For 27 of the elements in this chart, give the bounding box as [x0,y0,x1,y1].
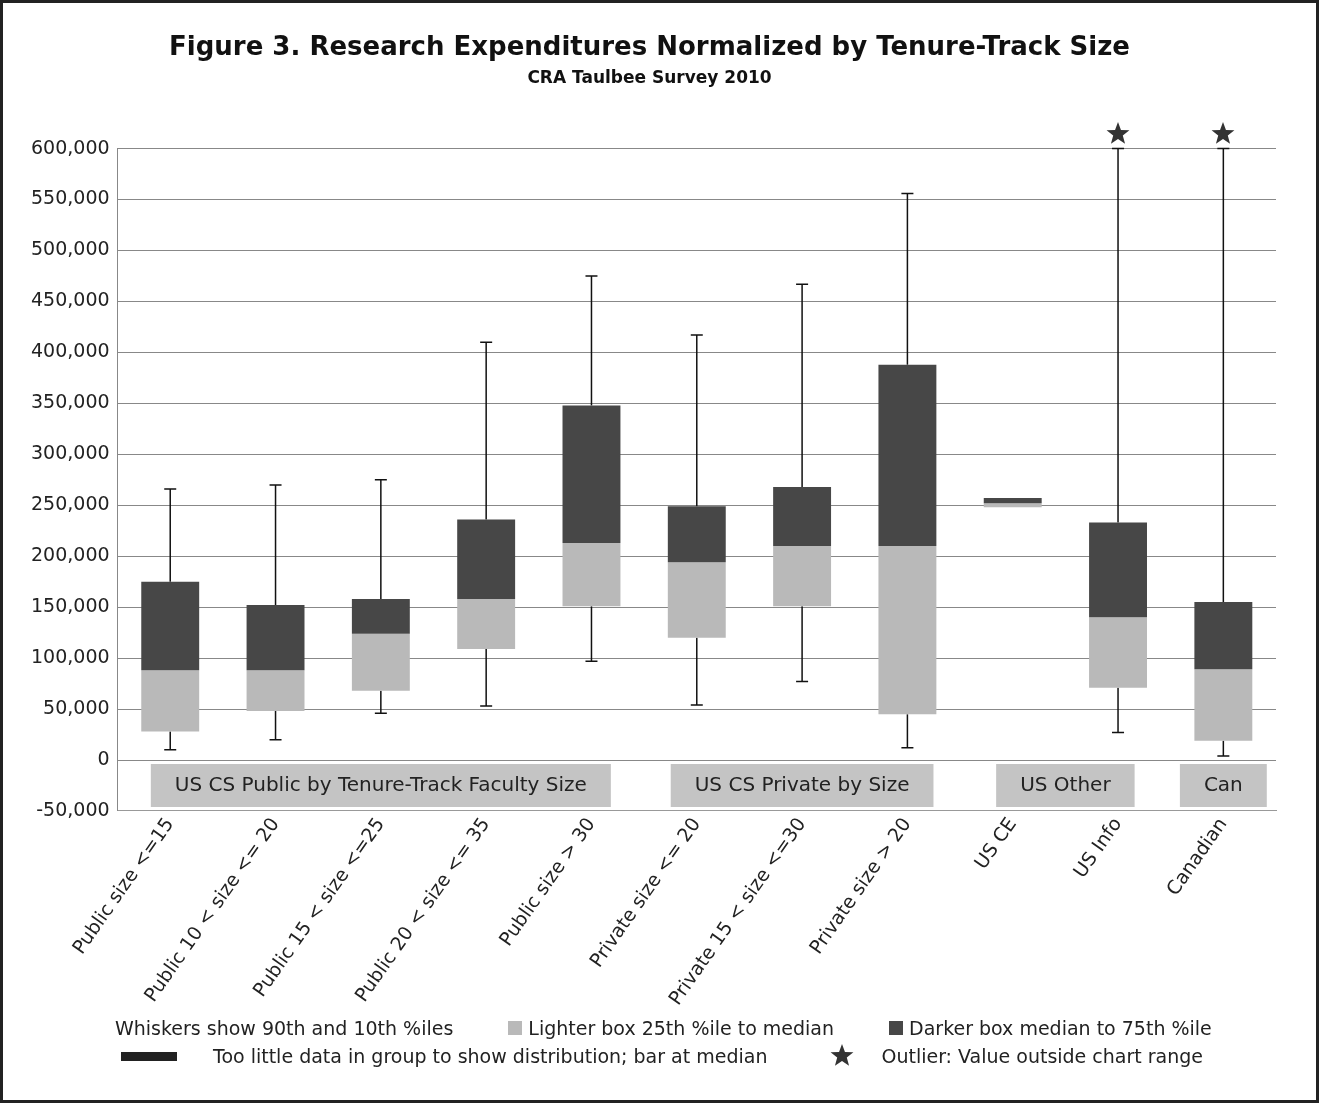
y-tick-label: 500,000 [30,237,110,260]
annotation: US Other [1020,771,1112,796]
x-tick-label: US CE [969,813,1021,873]
y-tick-label: 100,000 [30,645,110,668]
x-tick-label: US Info [1068,813,1126,882]
text: Lighter box 25th %ile to median [528,1017,835,1039]
text: Whiskers show 90th and 10th %iles [115,1017,454,1039]
y-tick-label: 150,000 [30,594,110,617]
text: Outlier: Value outside chart range [881,1045,1204,1067]
annotation: US CS Private by Size [694,771,910,796]
y-tick-label: 50,000 [43,696,110,718]
y-tick-label: 200,000 [30,543,110,566]
y-tick-label: 450,000 [30,288,110,311]
annotation: Can [1203,771,1243,796]
y-tick-label: 550,000 [30,186,110,209]
y-tick-label: 0 [97,746,110,769]
y-tick-label: 600,000 [30,135,110,158]
annotation: US CS Public by Tenure-Track Faculty Size [174,771,587,796]
y-tick-label: 300,000 [30,441,110,464]
y-tick-label: 350,000 [30,390,110,413]
chart-subtitle: CRA Taulbee Survey 2010 [527,66,772,87]
y-tick-label: 400,000 [30,339,110,362]
chart-title: Figure 3. Research Expenditures Normalized by Tenure-Track Size [169,31,1130,62]
text: Darker box median to 75th %ile [909,1017,1212,1039]
y-tick-label: -50,000 [36,797,110,820]
text: Too little data in group to show distribution; bar at median [213,1045,768,1067]
y-tick-label: 250,000 [30,492,110,515]
